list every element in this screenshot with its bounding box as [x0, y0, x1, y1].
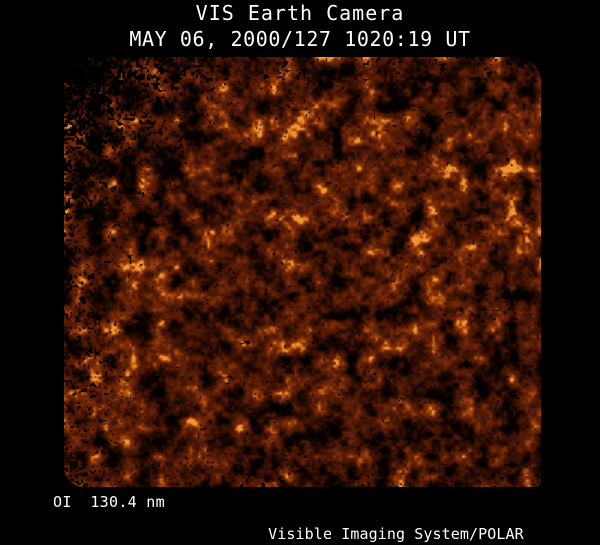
wavelength-label: OI 130.4 nm [53, 493, 165, 511]
instrument-credit: Visible Imaging System/POLAR [268, 525, 524, 543]
page-title: VIS Earth Camera [195, 1, 405, 25]
image-timestamp: MAY 06, 2000/127 1020:19 UT [129, 27, 471, 51]
credits-block: Visible Imaging System/POLAR The Univers… [240, 494, 552, 545]
earth-camera-image [64, 57, 541, 487]
